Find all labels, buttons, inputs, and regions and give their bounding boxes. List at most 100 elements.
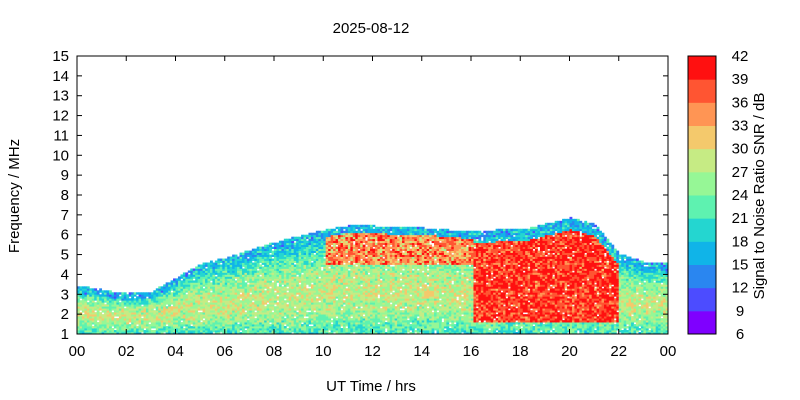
heatmap-cell [123, 332, 127, 335]
heatmap-cell [104, 316, 107, 319]
heatmap-cell [173, 314, 176, 317]
heatmap-cell [234, 316, 238, 319]
heatmap-cell [352, 302, 356, 305]
heatmap-cell [278, 308, 282, 311]
heatmap-cell [94, 314, 98, 317]
heatmap-cell [113, 308, 117, 311]
heatmap-cell [197, 312, 201, 315]
heatmap-cell [313, 304, 317, 307]
heatmap-cell [372, 248, 376, 251]
heatmap-cell [342, 274, 346, 277]
heatmap-cell [335, 236, 339, 240]
heatmap-cell [318, 290, 322, 293]
heatmap-cell [259, 324, 263, 327]
heatmap-cell [153, 318, 157, 321]
heatmap-cell [251, 254, 255, 257]
heatmap-cell [338, 262, 341, 265]
heatmap-cell [328, 280, 332, 283]
heatmap-cell [133, 330, 137, 333]
heatmap-cell [246, 300, 250, 303]
heatmap-cell [232, 310, 235, 313]
heatmap-cell [180, 290, 184, 293]
heatmap-cell [318, 250, 322, 253]
heatmap-cell [347, 284, 351, 287]
heatmap-cell [261, 268, 265, 271]
heatmap-cell [266, 304, 270, 307]
heatmap-cell [118, 316, 122, 319]
heatmap-cell [261, 296, 265, 299]
heatmap-cell [345, 238, 349, 242]
heatmap-cell [335, 262, 339, 265]
heatmap-cell [281, 304, 285, 307]
heatmap-cell [175, 322, 179, 325]
heatmap-cell [274, 296, 277, 299]
heatmap-cell [389, 246, 393, 250]
heatmap-cell [352, 310, 356, 313]
heatmap-cell [298, 260, 302, 263]
heatmap-cell [212, 290, 216, 293]
heatmap-cell [333, 274, 336, 277]
heatmap-cell [340, 310, 344, 313]
heatmap-cell [89, 324, 93, 327]
heatmap-cell [350, 300, 354, 303]
heatmap-cell [340, 270, 344, 273]
heatmap-cell [170, 284, 174, 287]
heatmap-cell [271, 282, 275, 285]
heatmap-cell [246, 268, 250, 271]
heatmap-cell [160, 324, 164, 327]
heatmap-cell [283, 270, 287, 273]
heatmap-cell [224, 328, 228, 331]
heatmap-cell [86, 330, 90, 333]
heatmap-cell [116, 292, 120, 295]
heatmap-cell [350, 266, 354, 269]
heatmap-cell [155, 296, 159, 299]
heatmap-cell [195, 312, 199, 315]
heatmap-cell [91, 322, 95, 325]
heatmap-cell [91, 312, 95, 315]
heatmap-cell [99, 330, 103, 333]
heatmap-cell [278, 312, 282, 315]
heatmap-cell [261, 248, 265, 251]
heatmap-cell [219, 286, 223, 289]
heatmap-cell [313, 298, 317, 301]
heatmap-cell [333, 280, 336, 283]
heatmap-cell [180, 298, 184, 301]
heatmap-cell [79, 326, 83, 329]
heatmap-cell [244, 276, 248, 279]
heatmap-cell [271, 306, 275, 309]
heatmap-cell [202, 314, 206, 317]
heatmap-cell [310, 320, 314, 323]
heatmap-cell [298, 254, 302, 257]
heatmap-cell [274, 260, 277, 263]
heatmap-cell [394, 226, 398, 230]
heatmap-cell [86, 286, 90, 289]
heatmap-cell [116, 326, 120, 329]
heatmap-cell [150, 316, 154, 319]
heatmap-cell [229, 266, 233, 269]
heatmap-cell [217, 264, 221, 267]
heatmap-cell [192, 310, 196, 313]
heatmap-cell [303, 300, 307, 303]
heatmap-cell [214, 264, 218, 267]
heatmap-cell [318, 310, 322, 313]
heatmap-cell [241, 302, 245, 305]
heatmap-cell [109, 296, 112, 299]
heatmap-cell [293, 294, 297, 297]
heatmap-cell [177, 314, 181, 317]
heatmap-cell [234, 330, 238, 333]
heatmap-cell [145, 318, 149, 321]
heatmap-cell [141, 326, 144, 329]
heatmap-cell [261, 298, 265, 301]
heatmap-cell [89, 292, 93, 295]
heatmap-cell [229, 330, 233, 333]
heatmap-cell [286, 312, 290, 315]
heatmap-cell [81, 314, 85, 317]
heatmap-cell [86, 292, 90, 295]
heatmap-cell [333, 250, 336, 253]
heatmap-cell [89, 312, 93, 315]
heatmap-cell [264, 254, 268, 257]
heatmap-cell [217, 304, 221, 307]
heatmap-cell [303, 252, 307, 255]
heatmap-cell [293, 296, 297, 299]
heatmap-cell [347, 332, 351, 335]
